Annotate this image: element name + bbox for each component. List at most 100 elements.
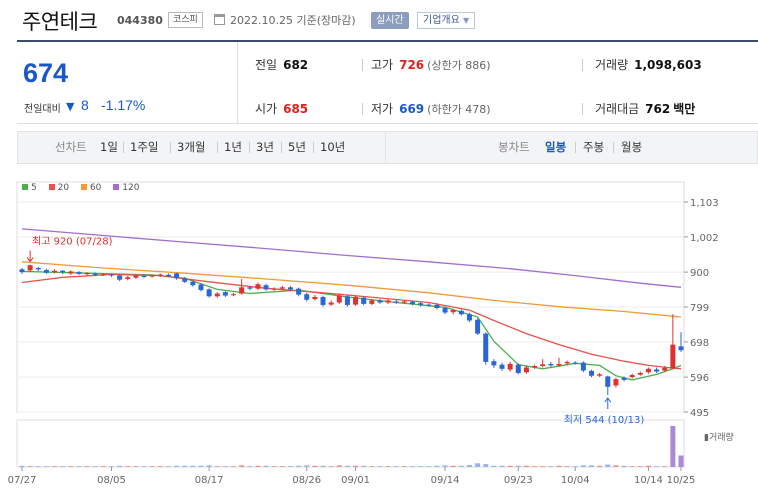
volume-bar bbox=[613, 465, 619, 467]
volume-bar bbox=[92, 466, 98, 467]
period-3m[interactable]: 3개월 bbox=[177, 140, 206, 154]
candle-body bbox=[450, 310, 456, 313]
period-3y[interactable]: 3년 bbox=[256, 140, 274, 154]
volume-bar bbox=[287, 466, 293, 467]
y-tick-label: 799 bbox=[690, 303, 709, 314]
candle-body bbox=[491, 361, 497, 366]
candle-body bbox=[231, 294, 237, 296]
realtime-button[interactable]: 실시간 bbox=[371, 12, 409, 29]
candle-body bbox=[597, 374, 603, 376]
ma-line-60 bbox=[21, 261, 682, 318]
candle-body bbox=[393, 301, 399, 303]
volume-bar bbox=[523, 465, 529, 467]
y-tick-label: 495 bbox=[690, 408, 709, 419]
company-overview-label: 기업개요 bbox=[423, 15, 460, 26]
volume-bar bbox=[670, 426, 676, 467]
volume-bar bbox=[279, 466, 285, 467]
candle-body bbox=[426, 304, 432, 306]
volume-bar bbox=[190, 465, 196, 467]
candle-body bbox=[60, 270, 66, 273]
volume-bar bbox=[214, 466, 220, 467]
candle-body bbox=[35, 267, 41, 270]
candle-body bbox=[157, 274, 163, 276]
candle-weekly[interactable]: 주봉 bbox=[583, 140, 605, 154]
candle-monthly[interactable]: 월봉 bbox=[621, 140, 643, 154]
x-tick-label: 09/01 bbox=[341, 475, 370, 486]
down-triangle-icon: ▼ bbox=[66, 100, 75, 113]
volume-bar bbox=[344, 465, 350, 467]
volume-bar bbox=[475, 463, 481, 467]
volume-bar bbox=[450, 465, 456, 467]
candle-body bbox=[255, 284, 261, 289]
candle-body bbox=[271, 288, 277, 290]
period-1y[interactable]: 1년 bbox=[224, 140, 242, 154]
volume-bar bbox=[637, 466, 643, 467]
chart-legend: 5 20 60 120 bbox=[22, 183, 148, 193]
volume-bar bbox=[165, 466, 171, 467]
period-1d[interactable]: 1일 bbox=[100, 140, 118, 154]
volume-bar bbox=[271, 466, 277, 467]
divider bbox=[613, 142, 614, 153]
candle-body bbox=[377, 300, 383, 303]
candle-body bbox=[410, 301, 416, 304]
ma-line-20 bbox=[21, 273, 682, 370]
candle-body bbox=[141, 275, 147, 277]
volume-bar bbox=[499, 465, 505, 467]
legend-item-ma120: 120 bbox=[113, 183, 139, 193]
period-5y[interactable]: 5년 bbox=[288, 140, 306, 154]
change-label: 전일대비 bbox=[24, 104, 61, 115]
volume-bar bbox=[320, 465, 326, 467]
candle-body bbox=[507, 363, 513, 370]
candle-daily[interactable]: 일봉 bbox=[545, 140, 567, 154]
volume-bar bbox=[426, 466, 432, 467]
candle-body bbox=[670, 344, 676, 369]
volume-bar bbox=[336, 465, 342, 467]
company-overview-dropdown[interactable]: 기업개요 ▼ bbox=[417, 12, 476, 29]
current-price: 674 bbox=[23, 58, 69, 88]
divider bbox=[170, 142, 171, 153]
candle-body bbox=[198, 284, 204, 291]
candle-body bbox=[68, 271, 74, 274]
volume-bar bbox=[27, 466, 33, 467]
candle-body bbox=[605, 376, 611, 387]
toolbar-divider bbox=[385, 132, 386, 163]
candle-chart-label: 봉차트 bbox=[498, 140, 530, 154]
candle-body bbox=[312, 296, 318, 300]
candle-body bbox=[263, 285, 269, 290]
volume-bar bbox=[645, 465, 651, 467]
volume-bar bbox=[515, 465, 521, 467]
candle-body bbox=[27, 265, 33, 271]
divider bbox=[362, 103, 363, 115]
candle-body bbox=[206, 289, 212, 297]
x-tick-label: 07/27 bbox=[8, 475, 37, 486]
candle-body bbox=[662, 367, 668, 371]
candle-body bbox=[361, 297, 367, 304]
period-1w[interactable]: 1주일 bbox=[130, 140, 159, 154]
x-tick-label: 10/04 bbox=[561, 475, 590, 486]
candle-body bbox=[222, 292, 228, 296]
x-tick-label: 08/26 bbox=[292, 475, 321, 486]
volume-bar bbox=[564, 466, 570, 467]
volume-bar bbox=[548, 466, 554, 467]
candle-body bbox=[654, 369, 660, 372]
candle-body bbox=[108, 274, 114, 276]
divider bbox=[575, 142, 576, 153]
high-arrow-head bbox=[26, 257, 34, 263]
volume-bar bbox=[353, 465, 359, 467]
candle-body bbox=[304, 294, 310, 300]
volume-bar bbox=[149, 466, 155, 467]
price-chart[interactable]: 1,103 1,002 900 799 698 596 495 07/27 08/05 08/17… bbox=[0, 176, 758, 496]
quote-panel: 674 전일대비 ▼ 8 -1.17% 전일 682 고가 726 (상한가 886)… bbox=[17, 40, 758, 124]
volume-bar bbox=[442, 465, 448, 467]
volume-bar bbox=[255, 465, 261, 467]
period-10y[interactable]: 10년 bbox=[320, 140, 346, 154]
volume-bar bbox=[108, 466, 114, 467]
stock-header: 주연테크 044380 코스피 2022.10.25 기준(장마감) 실시간 기… bbox=[0, 0, 758, 40]
candle-body bbox=[678, 346, 684, 351]
x-tick-label: 09/23 bbox=[504, 475, 533, 486]
volume-bar bbox=[589, 465, 595, 467]
volume-bar bbox=[263, 465, 269, 467]
volume-bar bbox=[174, 465, 180, 467]
volume-bar bbox=[410, 466, 416, 467]
x-tick-label: 08/05 bbox=[97, 475, 126, 486]
